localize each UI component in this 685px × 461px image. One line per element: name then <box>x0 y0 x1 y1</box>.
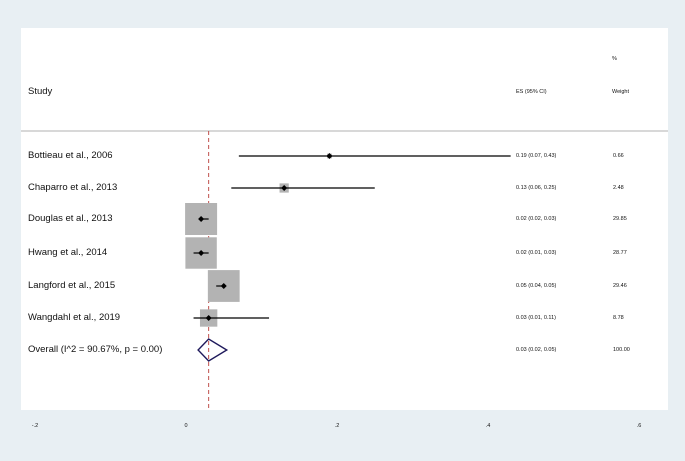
study-es-ci: 0.02 (0.01, 0.03) <box>516 250 557 256</box>
x-axis-tick-label: 0 <box>184 423 188 429</box>
study-weight: 0.66 <box>613 153 624 159</box>
overall-weight: 100.00 <box>613 347 630 353</box>
study-label: Douglas et al., 2013 <box>28 213 113 224</box>
study-column-header: Study <box>28 86 53 97</box>
forest-plot-svg <box>21 130 668 410</box>
study-es-ci: 0.05 (0.04, 0.05) <box>516 283 557 289</box>
study-label: Wangdahl et al., 2019 <box>28 312 121 323</box>
study-point-estimate <box>326 153 333 159</box>
study-label: Chaparro et al., 2013 <box>28 182 118 193</box>
x-axis-tick-label: .6 <box>636 423 642 429</box>
study-point-estimate <box>198 250 205 256</box>
weight-percent-header: % <box>612 56 617 62</box>
overall-es-ci: 0.03 (0.02, 0.05) <box>516 347 557 353</box>
weight-column-header: Weight <box>612 89 630 95</box>
x-axis-tick-label: -.2 <box>31 423 39 429</box>
study-weight: 29.46 <box>613 283 627 289</box>
x-axis-tick-label: .2 <box>334 423 340 429</box>
study-label: Hwang et al., 2014 <box>28 247 108 258</box>
study-weight: 8.78 <box>613 315 624 321</box>
study-es-ci: 0.19 (0.07, 0.43) <box>516 153 557 159</box>
study-es-ci: 0.13 (0.06, 0.25) <box>516 185 557 191</box>
study-es-ci: 0.03 (0.01, 0.11) <box>516 315 556 321</box>
x-axis-tick-label: .4 <box>485 423 491 429</box>
study-point-estimate <box>198 216 205 222</box>
overall-label: Overall (I^2 = 90.67%, p = 0.00) <box>28 344 163 355</box>
study-point-estimate <box>205 315 212 321</box>
study-point-estimate <box>220 283 227 289</box>
study-weight: 29.85 <box>613 216 627 222</box>
forest-plot-panel: % Study ES (95% CI) Weight Bottieau et a… <box>21 28 668 429</box>
study-es-ci: 0.02 (0.02, 0.03) <box>516 216 557 222</box>
study-point-estimate <box>281 185 288 191</box>
study-label: Bottieau et al., 2006 <box>28 150 113 161</box>
study-label: Langford et al., 2015 <box>28 280 116 291</box>
study-weight: 2.48 <box>613 185 624 191</box>
es-column-header: ES (95% CI) <box>516 89 547 95</box>
study-weight: 28.77 <box>613 250 627 256</box>
overall-diamond <box>197 338 229 362</box>
